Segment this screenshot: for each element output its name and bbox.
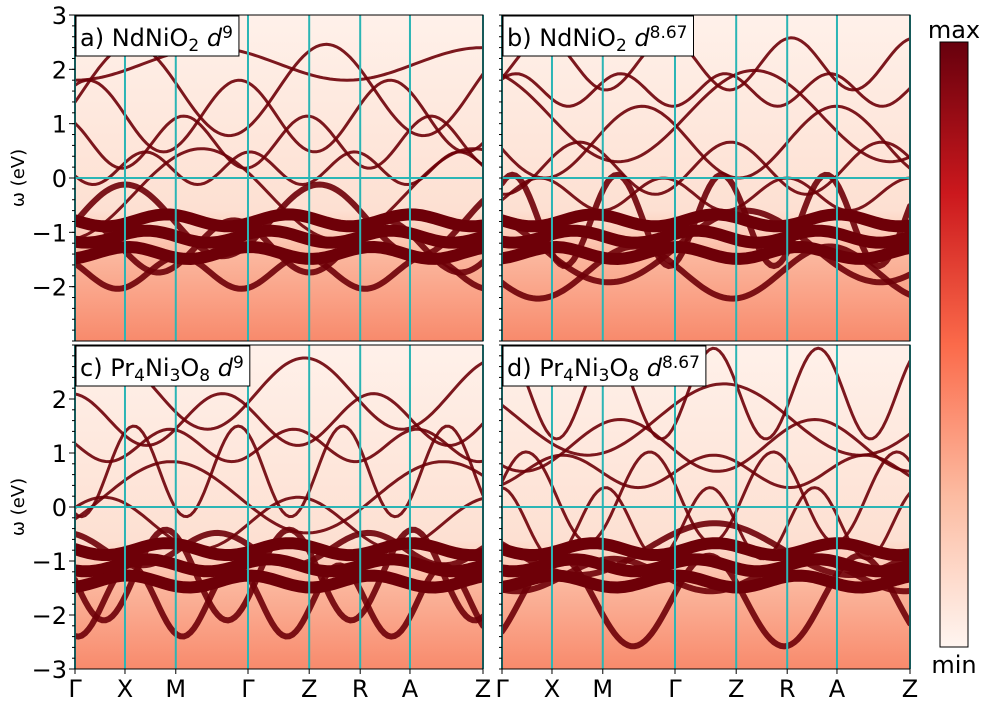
title-part: 8.67 [662,353,700,373]
y-tick-label: −2 [32,274,67,302]
y-tick-label: 0 [52,165,67,193]
flat-band [75,208,483,233]
title-part: 8.67 [650,23,688,43]
y-tick-label: −2 [32,602,67,630]
flat-band [502,569,910,594]
title-box [75,15,240,57]
title-part: Ni [145,354,170,382]
colorbar-min: min [931,651,976,679]
band [502,243,910,302]
band [502,417,910,473]
title-part: 2 [188,36,199,56]
band [75,78,483,154]
x-tick-label: Γ [495,675,509,703]
title-part: O [180,354,199,382]
y-tick-label: 2 [52,386,67,414]
band [502,104,910,180]
x-tick-label: Γ [68,675,82,703]
flat-band [75,240,483,266]
x-tick-label: R [352,675,369,703]
title-box [75,345,251,387]
flat-band [502,240,910,266]
x-tick-label: A [829,675,846,703]
flat-band [75,537,483,562]
flat-band [502,553,910,578]
band [75,147,483,242]
y-tick-label: −1 [32,219,67,247]
title-part: 3 [599,366,610,386]
title-part: c) Pr [80,354,134,382]
band [502,68,910,164]
x-tick-label: Γ [241,675,255,703]
band [75,460,483,535]
flat-band [502,208,910,233]
y-axis-label: ω (eV) [8,478,29,536]
flat-band [75,224,483,249]
band [502,171,910,270]
y-axis-label: ω (eV) [8,149,29,207]
title-part: 3 [170,366,181,386]
panel-title: d) Pr4Ni3O8 d8.67 [507,353,700,386]
title-part: d [210,354,234,382]
x-tick-label: Z [902,675,918,703]
title-part: 2 [616,36,627,56]
title-part: d) Pr [507,354,563,382]
band [502,36,910,92]
x-tick-label: M [592,675,613,703]
title-part: 4 [563,366,574,386]
flat-band [502,224,910,249]
panel-title: b) NdNiO2 d8.67 [507,23,688,56]
flat-band [75,553,483,578]
x-tick-label: A [402,675,419,703]
y-tick-label: 3 [52,2,67,30]
x-tick-label: R [779,675,796,703]
x-tick-label: Z [301,675,317,703]
title-part: a) NdNiO [80,24,188,52]
x-tick-label: M [165,675,186,703]
title-part: 8 [199,366,210,386]
y-tick-label: 1 [52,111,67,139]
title-part: 9 [222,23,233,43]
band [75,46,483,82]
y-tick-label: −3 [32,656,67,684]
title-box [502,345,707,387]
band [75,427,483,464]
y-tick-label: 1 [52,440,67,468]
colorbar-max: max [928,16,980,44]
x-tick-label: X [117,675,133,703]
x-tick-label: Z [728,675,744,703]
title-part: b) NdNiO [507,24,616,52]
band [502,140,910,196]
y-tick-label: 0 [52,494,67,522]
title-part: d [627,24,651,52]
title-part: 9 [233,353,244,373]
flat-band [502,537,910,562]
title-part: d [639,354,663,382]
band [75,114,483,170]
band [502,207,910,286]
title-part: O [609,354,628,382]
title-part: d [199,24,223,52]
band [502,382,910,457]
x-tick-label: Γ [668,675,682,703]
title-part: 4 [134,366,145,386]
title-part: 8 [628,366,639,386]
title-part: Ni [574,354,599,382]
title-box [502,15,694,57]
panel-title: c) Pr4Ni3O8 d9 [80,353,244,386]
panel-title: a) NdNiO2 d9 [80,23,233,56]
flat-band [75,569,483,594]
colorbar [939,41,969,648]
y-tick-label: −1 [32,548,67,576]
band [502,72,910,108]
band [502,453,910,490]
x-tick-label: X [544,675,560,703]
x-tick-label: Z [475,675,491,703]
y-tick-label: 2 [52,56,67,84]
band [75,392,483,447]
